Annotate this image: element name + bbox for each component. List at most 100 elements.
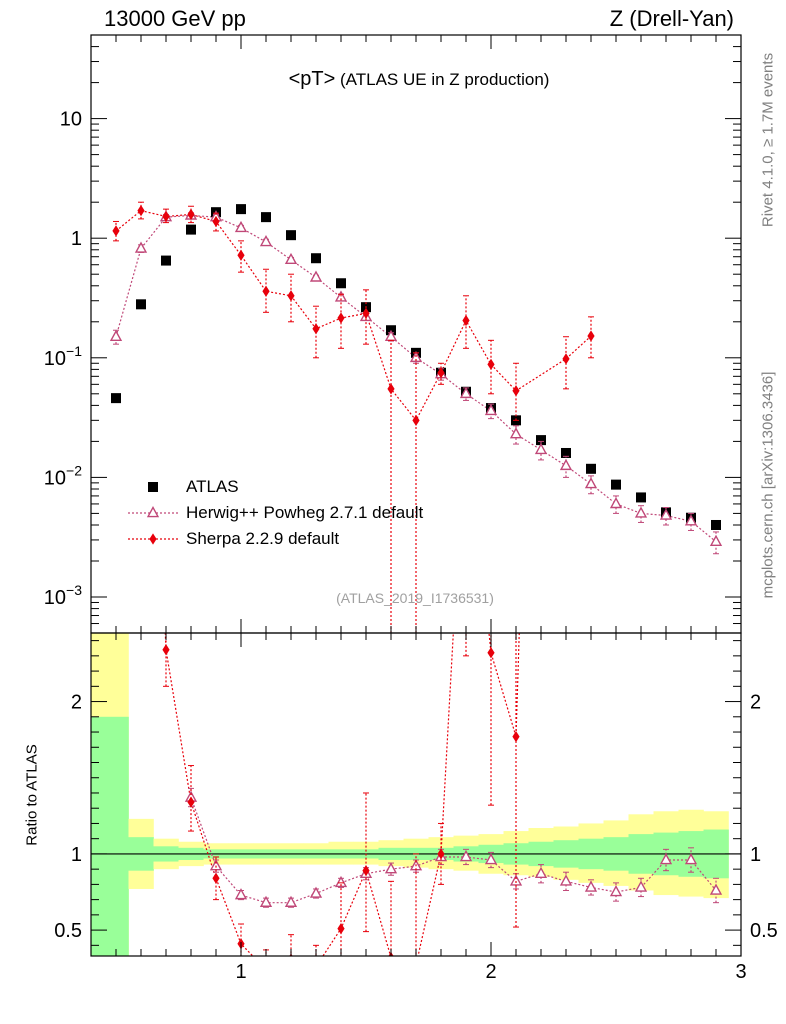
main-point-atlas [136,299,146,310]
main-point-atlas [561,447,571,458]
main-point-herwig [684,514,698,526]
main-point-herwig [134,241,148,253]
ratio-axis-label: Ratio to ATLAS [23,744,41,846]
main-point-herwig [284,252,298,265]
ratio-uncertainty-bands [91,633,729,956]
main-line-sherpa [115,209,592,422]
plot-title-sub: (ATLAS UE in Z production) [340,70,550,89]
ratio-point-sherpa [337,922,345,935]
ratio-point-sherpa [187,796,195,808]
main-point-atlas [111,393,121,404]
y-tick-label-main: 1 [71,228,82,250]
legend-label-atlas: ATLAS [186,477,239,496]
main-point-sherpa [112,225,120,237]
ratio-point-herwig [459,850,473,862]
y-tick-label-main: 10−1 [44,343,82,370]
main-point-atlas [286,230,296,241]
ratio-point-herwig [284,895,298,907]
ratio-point-sherpa [487,647,495,659]
main-point-herwig [709,534,723,546]
energy-label: 13000 GeV pp [104,6,246,31]
main-point-sherpa [562,353,570,365]
main-point-atlas [711,519,721,530]
main-point-herwig [484,403,498,416]
main-point-herwig [509,427,523,439]
y-tick-label-ratio-right: 0.5 [750,920,778,942]
legend-label-herwig: Herwig++ Powheg 2.7.1 default [186,503,424,522]
main-point-sherpa [237,249,245,261]
main-point-sherpa [287,290,295,302]
main-point-herwig [334,290,348,302]
main-point-herwig [659,508,673,520]
y-tick-label-ratio: 1 [71,844,82,866]
ratio-point-sherpa [312,961,319,972]
ratio-point-herwig [234,888,248,900]
main-point-sherpa [587,330,595,342]
main-point-sherpa [187,208,195,221]
ratio-point-sherpa [262,964,269,975]
mcplots-reference-label: mcplots.cern.ch [arXiv:1306.3436] [759,371,777,599]
legend-marker-herwig [146,506,160,518]
ratio-point-sherpa [137,76,144,87]
main-point-sherpa [487,358,495,371]
ratio-point-sherpa [437,848,445,860]
main-point-sherpa [512,385,520,397]
x-tick-label: 1 [235,961,246,983]
main-point-sherpa [137,205,145,217]
rivet-version-label: Rivet 4.1.0, ≥ 1.7M events [759,52,777,228]
main-point-herwig [559,458,573,471]
main-point-sherpa [262,285,270,297]
main-point-herwig [534,442,548,455]
x-tick-label: 2 [485,961,496,983]
main-point-atlas [336,278,346,289]
y-tick-label-ratio-right: 2 [750,692,761,714]
legend-markers [128,482,178,545]
main-series-marks [109,201,723,633]
legend-marker-atlas [148,482,158,492]
main-point-atlas [236,204,246,215]
main-point-herwig [459,386,473,399]
ratio-point-sherpa [212,872,220,884]
ratio-point-herwig [609,885,623,897]
main-point-sherpa [362,307,370,320]
main-point-sherpa [387,383,395,395]
main-point-herwig [634,506,648,518]
main-point-atlas [611,479,621,490]
ratio-point-herwig [684,853,698,865]
ratio-point-sherpa [562,68,569,79]
ratio-line-herwig [190,797,717,904]
y-tick-label-main: 10 [60,109,82,131]
x-tick-label: 3 [735,961,746,983]
ratio-point-herwig [634,880,648,892]
ratio-point-herwig [584,880,598,892]
ratio-point-sherpa [162,644,170,656]
ratio-line-sherpa [164,633,520,956]
ratio-point-herwig [484,853,498,865]
main-point-sherpa [312,323,320,335]
axis-tick-labels: 1 2 3 10−3 10−2 10−1 1 10 0.5 0.5 1 1 2 2 [44,109,778,983]
ratio-point-herwig [559,874,573,886]
analysis-id-label: (ATLAS_2019_I1736531) [336,590,494,606]
main-point-herwig [584,477,598,489]
ratio-point-herwig [309,886,323,898]
main-point-herwig [309,270,323,282]
main-point-sherpa [412,414,420,426]
process-label: Z (Drell-Yan) [609,6,734,31]
main-point-herwig [609,496,623,509]
ratio-point-herwig [659,853,673,865]
ratio-point-herwig [334,875,348,888]
ratio-point-sherpa [512,730,520,743]
main-point-herwig [234,220,248,233]
main-point-atlas [261,212,271,223]
plot-title: <pT> (ATLAS UE in Z production) [289,68,550,91]
ratio-point-sherpa [462,400,469,411]
ratio-series-marks [137,68,723,975]
plot-title-main: <pT> [288,68,336,90]
main-point-sherpa [162,210,170,223]
ratio-point-herwig [709,883,723,895]
main-point-atlas [586,463,596,474]
main-point-atlas [186,224,196,235]
y-tick-label-ratio: 0.5 [54,920,82,942]
y-tick-label-ratio-right: 1 [750,844,761,866]
main-point-atlas [536,435,546,446]
